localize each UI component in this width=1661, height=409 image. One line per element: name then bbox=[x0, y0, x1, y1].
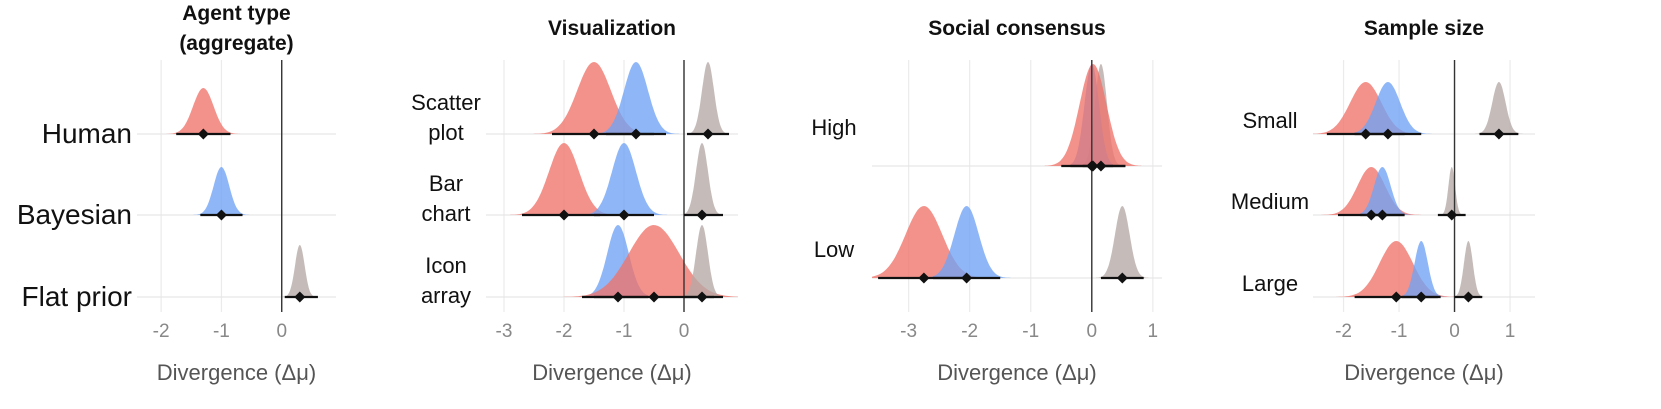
human-mean-marker bbox=[588, 128, 600, 140]
chart-title: Agent type bbox=[182, 2, 291, 25]
bayesian-density bbox=[1344, 82, 1432, 134]
row-label: chart bbox=[422, 201, 471, 226]
tick-label: -1 bbox=[616, 321, 633, 342]
chart-title: Social consensus bbox=[928, 17, 1105, 40]
bayesian-mean-marker bbox=[630, 128, 642, 140]
human-mean-marker bbox=[197, 128, 209, 140]
bayesian-density bbox=[592, 62, 680, 134]
tick-label: -2 bbox=[1335, 321, 1352, 342]
bayesian-mean-marker bbox=[1415, 291, 1427, 303]
human-density bbox=[533, 62, 655, 134]
chart-panel-2: Scatter plot Bar chart Icon array -3 -2 -1 0 Diver… bbox=[411, 17, 738, 385]
bayesian-mean-marker bbox=[618, 209, 630, 221]
row-label: Bayesian bbox=[17, 199, 132, 230]
row-label: Human bbox=[42, 118, 132, 149]
bayesian-density bbox=[1352, 167, 1413, 215]
flat-density bbox=[680, 225, 724, 297]
bayesian-mean-marker bbox=[1382, 128, 1394, 140]
bayesian-density bbox=[922, 206, 1011, 278]
bayesian-mean-marker bbox=[1376, 209, 1388, 221]
bayesian-mean-marker bbox=[961, 272, 973, 284]
human-mean-marker bbox=[1087, 160, 1099, 172]
tick-label: 1 bbox=[1148, 321, 1159, 342]
flat-density bbox=[680, 143, 724, 215]
flat-density bbox=[282, 245, 318, 297]
tick-label: 0 bbox=[679, 321, 690, 342]
chart-panel-3: High Low -3 -2 -1 0 1 Divergence (Δμ) Social con… bbox=[811, 17, 1162, 385]
row-label: Low bbox=[814, 237, 854, 262]
tick-label: 0 bbox=[1449, 321, 1460, 342]
tick-label: 0 bbox=[276, 321, 287, 342]
flat-mean-marker bbox=[1462, 291, 1474, 303]
flat-mean-marker bbox=[696, 291, 708, 303]
row-label: Large bbox=[1242, 271, 1298, 296]
row-label: Medium bbox=[1231, 189, 1309, 214]
flat-mean-marker bbox=[1493, 128, 1505, 140]
x-axis-label: Divergence (Δμ) bbox=[532, 360, 691, 385]
flat-mean-marker bbox=[1116, 272, 1128, 284]
human-mean-marker bbox=[558, 209, 570, 221]
human-density bbox=[1313, 82, 1422, 134]
x-axis-label: Divergence (Δμ) bbox=[937, 360, 1096, 385]
flat-density bbox=[1439, 167, 1464, 215]
tick-label: -2 bbox=[961, 321, 978, 342]
flat-mean-marker bbox=[696, 209, 708, 221]
bayesian-density bbox=[580, 143, 668, 215]
row-label: array bbox=[421, 283, 471, 308]
human-density bbox=[872, 206, 990, 278]
tick-label: -1 bbox=[213, 321, 230, 342]
tick-label: -1 bbox=[1391, 321, 1408, 342]
bayesian-density bbox=[193, 167, 250, 215]
human-mean-marker bbox=[918, 272, 930, 284]
human-mean-marker bbox=[648, 291, 660, 303]
row-label: Icon bbox=[425, 253, 467, 278]
flat-mean-marker bbox=[1446, 209, 1458, 221]
flat-density bbox=[1452, 241, 1485, 297]
flat-mean-marker bbox=[294, 291, 306, 303]
row-label: Scatter bbox=[411, 90, 481, 115]
row-label: plot bbox=[428, 120, 463, 145]
tick-label: -2 bbox=[556, 321, 573, 342]
row-label: High bbox=[811, 115, 856, 140]
tick-label: -1 bbox=[1022, 321, 1039, 342]
human-density bbox=[1336, 241, 1457, 297]
tick-label: -3 bbox=[900, 321, 917, 342]
flat-density bbox=[1474, 82, 1523, 134]
flat-density bbox=[1095, 206, 1149, 278]
bayesian-mean-marker bbox=[215, 209, 227, 221]
human-density bbox=[1044, 64, 1142, 166]
tick-label: -2 bbox=[153, 321, 170, 342]
x-axis-label: Divergence (Δμ) bbox=[1344, 360, 1503, 385]
tick-label: -3 bbox=[496, 321, 513, 342]
bayesian-density bbox=[579, 225, 657, 297]
x-axis-label: Divergence (Δμ) bbox=[157, 360, 316, 385]
chart-title: Visualization bbox=[548, 17, 676, 40]
chart-title: Sample size bbox=[1364, 17, 1484, 40]
human-mean-marker bbox=[1390, 291, 1402, 303]
tick-label: 0 bbox=[1087, 321, 1098, 342]
bayesian-density bbox=[1397, 241, 1446, 297]
human-density bbox=[166, 88, 241, 134]
row-label: Flat prior bbox=[22, 281, 132, 312]
flat-mean-marker bbox=[702, 128, 714, 140]
chart-panel-1: Human Bayesian Flat prior -2 -1 0 Divergence (… bbox=[17, 2, 336, 385]
tick-label: 1 bbox=[1505, 321, 1516, 342]
row-label: Bar bbox=[429, 171, 463, 196]
human-density bbox=[510, 143, 618, 215]
row-label: Small bbox=[1242, 108, 1297, 133]
flat-density bbox=[686, 62, 730, 134]
human-density bbox=[1321, 167, 1422, 215]
chart-title: (aggregate) bbox=[179, 32, 293, 55]
